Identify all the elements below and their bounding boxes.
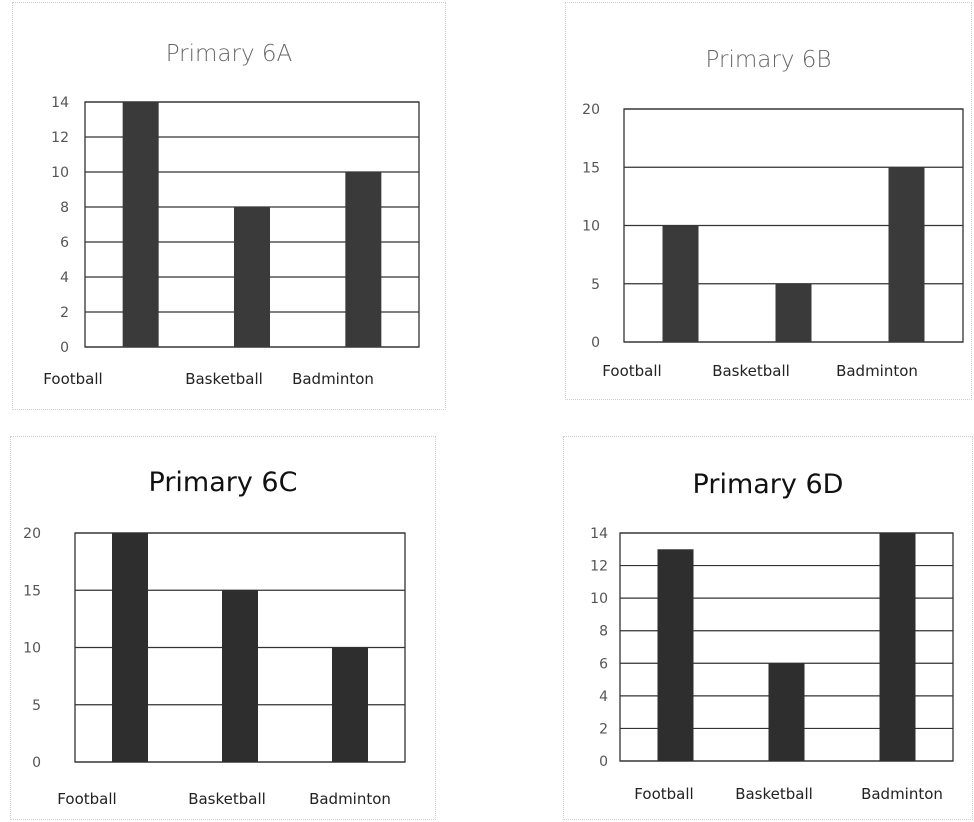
y-tick-label: 14 (51, 95, 69, 111)
bar-football (122, 102, 159, 347)
bar-badminton (879, 533, 916, 761)
y-tick-label: 12 (51, 130, 69, 146)
y-tick-label: 5 (32, 698, 41, 714)
y-tick-label: 5 (591, 277, 600, 293)
chart-panel-6c: Primary 6C 0 5 10 15 20 Football Basketball Bad… (10, 436, 436, 820)
bar-basketball (222, 590, 258, 762)
y-tick-label: 8 (599, 624, 608, 640)
bar-football (112, 533, 148, 762)
x-category-label: Basketball (712, 362, 790, 380)
y-tick-label: 15 (582, 160, 600, 176)
chart-panel-6d: Primary 6D 0 2 4 6 8 10 12 14 Football Basketball… (563, 436, 973, 820)
y-tick-label: 8 (60, 200, 69, 216)
y-tick-label: 0 (60, 340, 69, 356)
bar-basketball (768, 663, 805, 761)
chart-panel-6a: Primary 6A 0 2 4 6 8 10 12 14 Football Basketball… (12, 2, 446, 410)
bar-basketball (234, 207, 270, 347)
chart-title: Primary 6B (705, 47, 832, 73)
y-tick-label: 20 (23, 526, 41, 542)
y-tick-label: 0 (591, 335, 600, 351)
y-tick-label: 12 (590, 559, 608, 575)
x-category-label: Basketball (188, 790, 266, 808)
bar-chart-6a: 0 2 4 6 8 10 12 14 Football Basketball Badminton (43, 95, 420, 388)
x-category-label: Badminton (861, 785, 943, 803)
x-category-label: Badminton (309, 790, 391, 808)
bar-chart-6d: 0 2 4 6 8 10 12 14 Football Basketball Badminton (590, 526, 954, 803)
y-tick-label: 20 (582, 102, 600, 118)
y-tick-label: 10 (582, 219, 600, 235)
x-category-label: Football (57, 790, 116, 808)
y-tick-label: 0 (599, 754, 608, 770)
bar-chart-6b: 0 5 10 15 20 Football Basketball Badminton (582, 102, 964, 380)
bar-football (662, 225, 699, 342)
chart-panel-6b: Primary 6B 0 5 10 15 20 Football Basketball Bad… (565, 2, 972, 400)
bar-basketball (775, 283, 812, 342)
bar-badminton (332, 647, 368, 762)
y-tick-label: 2 (599, 721, 608, 737)
chart-title: Primary 6A (165, 41, 293, 67)
y-tick-label: 6 (599, 656, 608, 672)
bar-chart-6c: 0 5 10 15 20 Football Basketball Badminton (23, 526, 406, 808)
x-category-label: Badminton (836, 362, 918, 380)
y-tick-label: 4 (60, 270, 69, 286)
x-category-label: Football (634, 785, 693, 803)
chart-title: Primary 6D (692, 469, 844, 500)
x-category-label: Football (602, 362, 661, 380)
y-tick-label: 14 (590, 526, 608, 542)
y-tick-label: 10 (51, 165, 69, 181)
y-tick-label: 15 (23, 583, 41, 599)
y-tick-label: 0 (32, 755, 41, 771)
y-tick-label: 2 (60, 305, 69, 321)
y-tick-label: 10 (590, 591, 608, 607)
bar-badminton (888, 167, 925, 342)
x-category-label: Badminton (292, 370, 374, 388)
x-category-label: Basketball (735, 785, 813, 803)
y-tick-label: 6 (60, 235, 69, 251)
bar-football (657, 549, 694, 761)
chart-title: Primary 6C (148, 467, 298, 498)
bar-badminton (345, 172, 382, 347)
y-tick-label: 4 (599, 689, 608, 705)
x-category-label: Football (43, 370, 102, 388)
x-category-label: Basketball (185, 370, 263, 388)
y-tick-label: 10 (23, 641, 41, 657)
